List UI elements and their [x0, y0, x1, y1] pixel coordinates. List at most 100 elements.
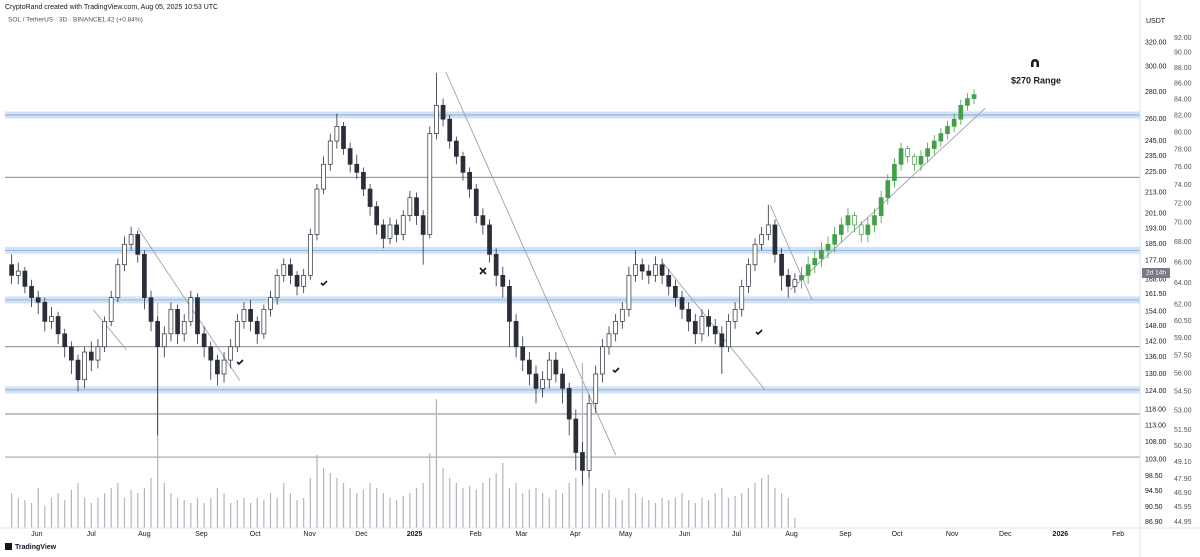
candle-body: [500, 275, 506, 287]
volume-bar: [143, 488, 145, 528]
volume-bar: [203, 503, 205, 528]
y2-tick-label: 70.00: [1174, 220, 1192, 227]
volume-bar: [196, 498, 199, 528]
y2-tick-label: 68.00: [1174, 239, 1192, 246]
y2-tick-label: 72.00: [1174, 200, 1192, 207]
countdown-box: [1142, 268, 1170, 278]
y2-tick-label: 88.00: [1174, 65, 1192, 72]
volume-bar: [90, 503, 92, 528]
volume-bar: [555, 490, 557, 528]
volume-bar: [727, 498, 730, 528]
candle-body: [540, 379, 545, 389]
symbol: SOL / TetherUS · 3D · BINANCE: [8, 17, 103, 24]
candle-body: [148, 297, 154, 322]
y2-tick-label: 57.50: [1174, 352, 1192, 359]
volume-bar: [734, 496, 736, 528]
y2-tick-label: 56.00: [1174, 370, 1192, 377]
candle-body: [208, 346, 214, 361]
candle-body: [646, 270, 652, 276]
candle-body: [805, 264, 811, 276]
y2-tick-label: 92.00: [1174, 35, 1192, 42]
candle-body: [692, 321, 698, 335]
candle-body: [732, 308, 738, 322]
candle-body: [573, 418, 579, 453]
y-tick-label: 136.00: [1145, 354, 1167, 361]
x-tick-label: Apr: [570, 531, 582, 538]
candle-body: [467, 171, 472, 190]
volume-bar: [429, 453, 431, 528]
volume-bar: [316, 455, 318, 528]
y-tick-label: 124.00: [1145, 388, 1167, 395]
candle-body: [181, 321, 187, 335]
y2-tick-label: 64.00: [1174, 280, 1192, 287]
candle-body: [566, 388, 572, 420]
volume-bar: [117, 483, 119, 528]
volume-bar: [595, 488, 597, 528]
volume-bar: [455, 483, 457, 528]
candle-body: [911, 156, 917, 165]
y2-tick-label: 84.00: [1174, 96, 1192, 103]
x-tick-label: Jun: [31, 531, 42, 538]
trendline: [445, 71, 617, 456]
volume-bar: [482, 483, 484, 528]
volume-bar: [402, 496, 404, 528]
candle-body: [507, 285, 512, 322]
candle-body: [513, 321, 519, 348]
candle-body: [825, 243, 831, 251]
candle-body: [35, 297, 41, 303]
candle-body: [407, 197, 413, 216]
volume-bar: [236, 500, 238, 528]
volume-bar: [415, 488, 418, 528]
x-tick-label: Feb: [1112, 531, 1124, 538]
candle-body: [971, 94, 977, 99]
volume-bar: [674, 498, 676, 528]
candle-body: [281, 264, 287, 276]
volume-bar: [488, 478, 491, 528]
candle-body: [307, 234, 313, 276]
volume-bar: [210, 498, 212, 528]
volume-bar: [701, 498, 703, 528]
y-tick-label: 185.00: [1145, 241, 1167, 248]
candle-body: [606, 333, 612, 348]
candle-body: [234, 321, 240, 348]
y-tick-label: 94.50: [1145, 488, 1163, 495]
candle-body: [858, 224, 864, 235]
y-tick-label: 98.50: [1145, 473, 1163, 480]
y-tick-label: 280.00: [1145, 89, 1167, 96]
candle-body: [347, 148, 353, 165]
candle-body: [288, 264, 293, 276]
y2-tick-label: 51.50: [1174, 427, 1192, 434]
y2-tick-label: 82.00: [1174, 113, 1192, 120]
volume-bar: [495, 473, 497, 528]
y2-tick-label: 47.90: [1174, 476, 1192, 483]
candle-body: [931, 140, 937, 149]
y-tick-label: 193.00: [1145, 226, 1167, 233]
volume-bar: [243, 498, 245, 528]
volume-bar: [322, 468, 325, 528]
candle-body: [42, 301, 48, 322]
candle-body: [520, 346, 526, 361]
volume-bar: [469, 486, 471, 528]
volume-bar: [588, 473, 590, 528]
volume-bar: [601, 493, 603, 528]
volume-bar: [774, 488, 776, 528]
volume-bar: [621, 500, 623, 528]
candle-body: [294, 275, 300, 287]
y2-tick-label: 49.10: [1174, 459, 1192, 466]
candle-body: [759, 234, 765, 245]
x-tick-label: May: [619, 531, 633, 538]
volume-bar: [376, 488, 378, 528]
candle-body: [115, 264, 121, 299]
volume-bar: [84, 498, 86, 528]
volume-bar: [249, 503, 252, 528]
candle-body: [872, 215, 877, 226]
volume-bar: [767, 475, 769, 528]
volume-bar: [44, 506, 46, 528]
candle-body: [712, 325, 718, 335]
candle-body: [221, 359, 227, 375]
candles: [9, 72, 977, 486]
candle-body: [719, 333, 725, 348]
candle-body: [958, 104, 964, 120]
candle-body: [314, 188, 320, 235]
